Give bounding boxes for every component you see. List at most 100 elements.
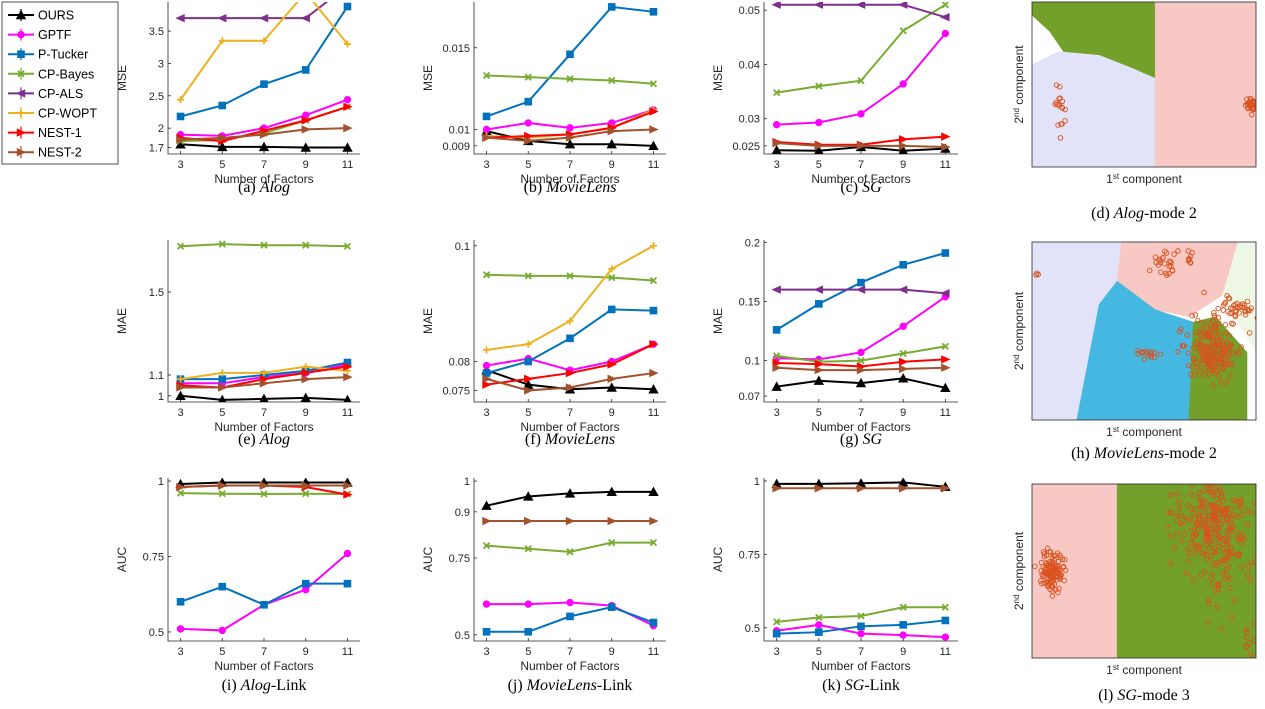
chart-panel-b: 3 5 7 9 11 0.009 0.01 0.015 Number of Factors MSE [421,2,666,186]
data-point-p-tucker [301,66,310,74]
embedding-point [1058,121,1064,127]
data-point-cp-bayes [608,273,616,282]
data-point-gptf [941,29,950,38]
embedding-point [1243,626,1249,633]
embedding-panel-l: 1st component 2nd component [1012,483,1257,677]
panel-caption-j: (j) MovieLens-Link [508,677,633,694]
embedding-point [1220,307,1227,313]
embedding-point [1041,551,1048,557]
data-point-cp-bayes [649,80,658,88]
embedding-point [1207,357,1213,363]
data-point-ours [523,491,534,501]
embedding-point [1244,298,1251,305]
axis-frame [473,240,666,403]
embedding-panel-d: 1st component 2nd component [1012,1,1257,186]
data-point-p-tucker [524,627,533,636]
embedding-point [1251,621,1256,627]
embedding-point [1244,507,1251,514]
embedding-point [1139,350,1145,356]
embedding-point [1208,343,1215,350]
series-layer [175,2,353,152]
data-point-gptf [343,549,352,558]
y-tick-label: 0.1 [745,356,760,368]
embedding-point [1216,527,1222,534]
embedding-point [1203,530,1210,537]
data-point-ours [940,382,951,393]
axis-frame [1031,1,1257,168]
data-point-nest-1 [898,135,909,144]
embedding-point [1213,562,1219,569]
embedding-point [1180,343,1186,349]
panel-caption-b: (b) MovieLens [524,179,617,196]
embedding-point [1168,533,1174,539]
x-tick-label: 9 [609,646,615,658]
embedding-point [1152,254,1159,261]
data-point-cp-bayes [773,618,781,626]
series-layer [771,478,951,641]
embedding-point [1227,545,1234,551]
data-point-nest-2 [772,484,782,493]
embedding-point [1151,349,1158,356]
embedding-point [1183,570,1190,576]
embedding-point [1197,368,1203,375]
x-tick-label: 9 [900,407,906,419]
embedding-point [1216,535,1222,541]
data-point-nest-2 [301,481,311,490]
data-point-ours [217,141,228,152]
data-point-cp-als [940,289,950,298]
embedding-point [1184,517,1190,523]
data-point-nest-1 [814,359,825,369]
axis-frame [763,2,958,155]
data-point-ours [481,500,492,510]
embedding-point [1163,270,1169,277]
embedding-point [1206,334,1212,341]
caption-prefix: (h) [1071,445,1094,462]
x-tick-label: 7 [261,407,267,419]
embedding-point [1212,325,1219,331]
data-point-nest-1 [301,368,311,378]
data-point-cp-bayes [218,240,226,248]
embedding-point [1189,312,1195,319]
x-axis-label: 1st component [1106,425,1182,440]
embedding-point [1254,641,1256,646]
caption-dataset: Alog [259,179,290,196]
caption-suffix: -mode 2 [1164,445,1217,462]
y-axis-label: MSE [421,65,435,91]
embedding-point [1056,101,1062,107]
data-point-nest-2 [524,136,534,146]
caption-dataset: Alog [1113,205,1144,222]
embedding-point [1223,359,1230,365]
y-tick-label: 1.5 [149,287,164,299]
x-tick-label: 3 [774,646,780,658]
data-point-nest-2 [259,481,270,490]
caption-dataset: MovieLens [545,179,616,196]
x-tick-label: 5 [525,159,531,171]
series-line-cp-bayes [486,541,654,553]
data-point-nest-2 [176,135,186,144]
data-point-cp-als [813,2,824,9]
embedding-point [1205,619,1211,625]
embedding-point [1157,259,1164,266]
data-point-ours [258,141,270,152]
data-point-nest-2 [814,141,825,151]
decision-region [1076,280,1194,420]
data-point-p-tucker [566,50,574,59]
embedding-point [1209,561,1216,568]
x-tick-label: 9 [900,159,906,171]
x-tick-label: 7 [567,407,573,419]
data-point-ours [771,145,782,154]
data-point-cp-bayes [524,73,532,81]
y-tick-label: 2.5 [149,91,164,103]
data-point-p-tucker [607,3,616,11]
embedding-point [1192,531,1198,537]
x-tick-label: 9 [303,646,309,658]
series-layer [481,486,659,636]
data-point-nest-2 [218,383,228,392]
embedding-point [1212,328,1219,335]
embedding-point [1228,614,1235,621]
embedding-point [1205,597,1212,603]
data-point-ours [648,486,659,497]
data-point-nest-2 [856,141,867,151]
embedding-point [1211,548,1217,555]
